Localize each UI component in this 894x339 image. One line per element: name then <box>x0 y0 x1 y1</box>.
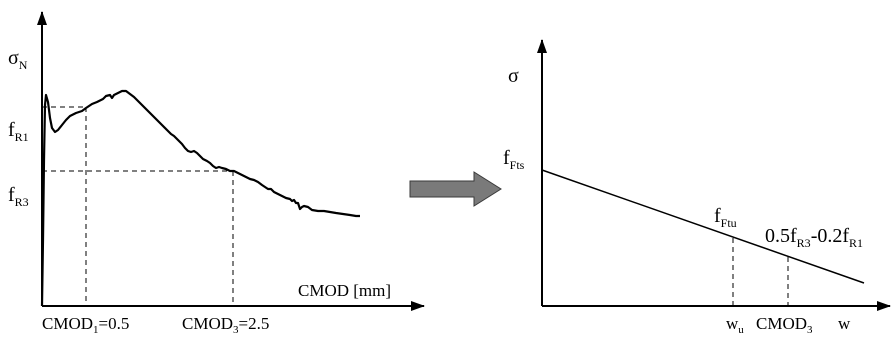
ffts-label: fFts <box>503 147 525 172</box>
left-x-axis-label: CMOD [mm] <box>298 281 391 300</box>
right-y-axis-label: σ <box>508 65 519 87</box>
softening-line <box>541 169 865 284</box>
cmod1-label: CMOD1=0.5 <box>42 314 129 334</box>
w-axis-label: w <box>838 314 851 333</box>
wu-label: wu <box>726 314 744 334</box>
transition-arrow <box>409 171 502 207</box>
right-graph: σ fFts fFtu 0.5fR3-0.2fR1 wu CMOD3 w <box>503 39 891 336</box>
fr1-label: fR1 <box>8 119 29 144</box>
fftu-label: fFtu <box>714 205 737 230</box>
fr3-label: fR3 <box>8 184 29 209</box>
cmod3-right-label: CMOD3 <box>756 314 813 334</box>
load-cmod-curve <box>40 89 360 307</box>
fftu-formula: 0.5fR3-0.2fR1 <box>765 225 863 250</box>
left-graph: σN fR1 fR3 CMOD [mm] CMOD1=0.5 CMOD3=2.5 <box>8 11 425 336</box>
left-y-axis-label: σN <box>8 47 28 72</box>
cmod3-label: CMOD3=2.5 <box>182 314 269 334</box>
